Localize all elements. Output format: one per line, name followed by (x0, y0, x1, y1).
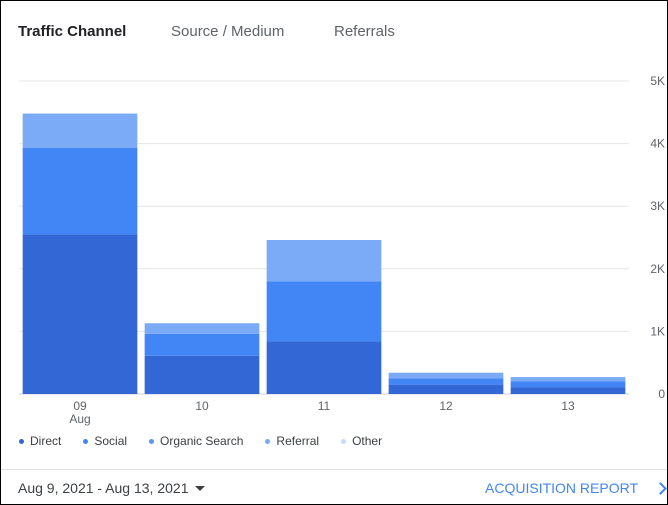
legend-label: Organic Search (160, 434, 244, 448)
bar-segment-social (510, 381, 626, 388)
y-tick-label: 5K (650, 74, 665, 88)
x-tick-label: 09 (73, 399, 87, 413)
legend-item-social[interactable]: Social (83, 434, 127, 448)
legend-label: Social (94, 434, 128, 448)
legend-item-other[interactable]: Other (341, 434, 382, 448)
bar-segment-direct (144, 355, 260, 394)
tab-source-medium[interactable]: Source / Medium (171, 23, 285, 40)
bar-segment-social (22, 147, 138, 235)
chart-legend: Direct Social Organic Search Referral Other (19, 433, 404, 449)
bar-segment-social (266, 281, 382, 342)
date-range-label: Aug 9, 2021 - Aug 13, 2021 (18, 480, 189, 496)
acquisition-report-link[interactable]: ACQUISITION REPORT (485, 480, 667, 496)
tab-bar: Traffic Channel Source / Medium Referral… (1, 1, 667, 61)
bar-segment-referral (266, 240, 382, 282)
bar-segment-referral (22, 113, 138, 148)
legend-label: Other (352, 434, 383, 448)
bar-segment-direct (266, 341, 382, 394)
legend-item-direct[interactable]: Direct (19, 434, 61, 448)
x-tick-sublabel: Aug (69, 412, 90, 426)
caret-down-icon (195, 485, 206, 491)
legend-dot-icon (83, 438, 89, 444)
tab-referrals[interactable]: Referrals (334, 23, 395, 40)
y-tick-label: 4K (650, 137, 665, 151)
footer-divider (1, 469, 667, 470)
bar-segment-referral (388, 372, 504, 379)
traffic-chart: 0 1K 2K 3K 4K 5K 09 Aug 10 11 12 13 (1, 61, 667, 441)
bar-segment-direct (22, 234, 138, 394)
acquisition-report-label: ACQUISITION REPORT (485, 480, 638, 496)
legend-dot-icon (341, 438, 347, 444)
bar-segment-referral (144, 323, 260, 334)
legend-dot-icon (265, 438, 271, 444)
legend-label: Referral (276, 434, 320, 448)
card-footer: Aug 9, 2021 - Aug 13, 2021 ACQUISITION R… (1, 470, 667, 504)
legend-label: Direct (30, 434, 62, 448)
legend-item-organic-search[interactable]: Organic Search (149, 434, 243, 448)
chevron-right-icon (654, 481, 667, 495)
x-tick-label: 13 (561, 399, 575, 413)
legend-dot-icon (149, 438, 155, 444)
legend-item-referral[interactable]: Referral (265, 434, 319, 448)
tab-traffic-channel[interactable]: Traffic Channel (18, 23, 127, 40)
y-tick-label: 0 (658, 387, 665, 401)
date-range-selector[interactable]: Aug 9, 2021 - Aug 13, 2021 (18, 480, 206, 496)
bar-segment-referral (510, 377, 626, 382)
bar-segment-social (388, 378, 504, 385)
x-tick-label: 10 (195, 399, 209, 413)
y-tick-label: 1K (650, 324, 665, 338)
legend-dot-icon (19, 438, 24, 444)
x-tick-label: 11 (318, 399, 331, 413)
bar-segment-direct (510, 387, 626, 394)
bar-segment-social (144, 333, 260, 356)
y-tick-label: 3K (650, 199, 665, 213)
x-tick-label: 12 (439, 399, 453, 413)
bar-segment-direct (388, 384, 504, 394)
y-tick-label: 2K (650, 262, 665, 276)
